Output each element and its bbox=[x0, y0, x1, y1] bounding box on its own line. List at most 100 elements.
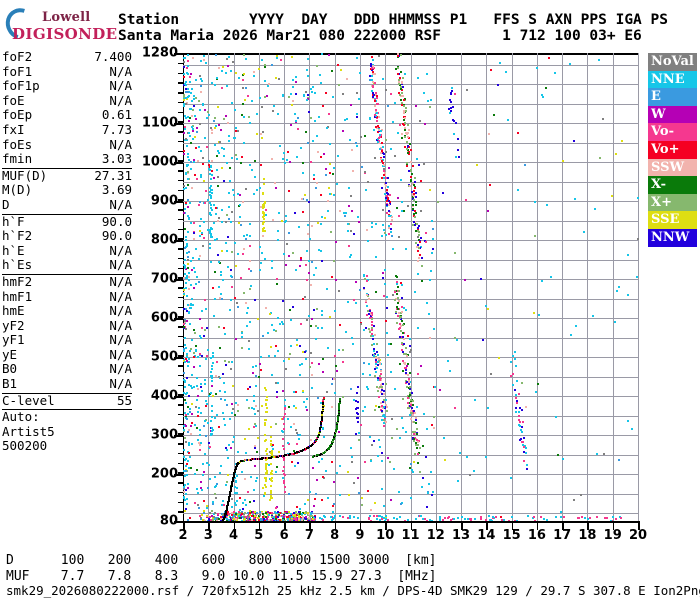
echo-pixel bbox=[203, 237, 205, 240]
legend-item-nnw[interactable]: NNW bbox=[648, 228, 697, 247]
echo-pixel bbox=[324, 167, 327, 170]
echo-pixel bbox=[346, 471, 349, 474]
legend-item-x-[interactable]: X- bbox=[648, 176, 697, 194]
legend-item-vo-[interactable]: Vo- bbox=[648, 123, 697, 141]
echo-pixel bbox=[209, 231, 211, 234]
y-tick-major bbox=[174, 53, 183, 55]
echo-pixel bbox=[256, 317, 259, 320]
parameter-key: C-level bbox=[2, 392, 55, 408]
echo-pixel bbox=[453, 337, 456, 340]
echo-pixel bbox=[411, 468, 414, 471]
echo-pixel bbox=[415, 242, 418, 245]
echo-pixel bbox=[303, 295, 306, 298]
echo-pixel bbox=[404, 382, 407, 385]
echo-pixel bbox=[368, 317, 371, 319]
echo-pixel bbox=[282, 472, 285, 475]
echo-pixel bbox=[457, 155, 460, 158]
echo-pixel bbox=[403, 118, 405, 121]
echo-pixel bbox=[203, 511, 206, 514]
echo-pixel bbox=[235, 519, 238, 522]
legend-item-sse[interactable]: SSE bbox=[648, 211, 697, 229]
echo-pixel bbox=[366, 280, 369, 283]
echo-pixel bbox=[255, 384, 258, 387]
parameter-row: hmE N/A bbox=[2, 303, 132, 319]
echo-pixel bbox=[399, 330, 402, 332]
echo-pixel bbox=[264, 389, 267, 391]
echo-pixel bbox=[313, 518, 316, 520]
echo-pixel bbox=[211, 129, 214, 132]
legend-item-w[interactable]: W bbox=[648, 105, 697, 124]
echo-pixel bbox=[332, 503, 335, 506]
echo-pixel bbox=[491, 516, 494, 519]
echo-pixel bbox=[234, 479, 237, 482]
echo-pixel bbox=[454, 93, 457, 96]
echo-pixel bbox=[455, 122, 458, 124]
echo-pixel bbox=[570, 334, 573, 336]
legend-item-nne[interactable]: NNE bbox=[648, 70, 697, 89]
echo-pixel bbox=[328, 193, 331, 196]
echo-pixel bbox=[322, 400, 325, 403]
echo-pixel bbox=[381, 141, 384, 144]
echo-pixel bbox=[282, 447, 285, 450]
echo-pixel bbox=[264, 96, 267, 98]
echo-pixel bbox=[276, 390, 279, 393]
echo-pixel bbox=[332, 194, 335, 197]
parameter-key: yF1 bbox=[2, 332, 25, 348]
gridline-horizontal bbox=[183, 181, 638, 183]
echo-pixel bbox=[406, 335, 409, 338]
echo-pixel bbox=[533, 519, 536, 522]
y-tick-major bbox=[174, 240, 183, 242]
y-tick-minor bbox=[178, 511, 183, 513]
echo-pixel bbox=[381, 488, 384, 491]
echo-pixel bbox=[262, 213, 265, 216]
parameter-row: foEs N/A bbox=[2, 137, 132, 153]
ionogram-plot[interactable] bbox=[183, 53, 639, 523]
echo-pixel bbox=[274, 344, 277, 347]
legend-item-noval[interactable]: NoVal bbox=[648, 53, 697, 71]
x-tick-label: 16 bbox=[527, 528, 546, 543]
echo-pixel bbox=[354, 301, 357, 304]
legend-item-x-[interactable]: X+ bbox=[648, 193, 697, 212]
echo-pixel bbox=[199, 200, 202, 203]
echo-pixel bbox=[317, 151, 320, 154]
echo-pixel bbox=[264, 492, 267, 495]
y-tick-label: 1280 bbox=[141, 45, 178, 61]
echo-pixel bbox=[449, 93, 452, 96]
footer-info: D 100 200 400 600 800 1000 1500 3000 [km… bbox=[6, 553, 700, 599]
echo-pixel bbox=[282, 151, 285, 154]
echo-pixel bbox=[237, 511, 240, 514]
echo-pixel bbox=[236, 513, 239, 516]
echo-pixel bbox=[425, 519, 428, 522]
echo-pixel bbox=[190, 307, 193, 310]
echo-pixel bbox=[389, 194, 392, 197]
echo-pixel bbox=[188, 91, 191, 93]
parameter-value: 55 bbox=[116, 392, 132, 408]
echo-pixel bbox=[409, 161, 412, 164]
echo-pixel bbox=[360, 503, 363, 506]
echo-pixel bbox=[418, 452, 421, 455]
echo-pixel bbox=[286, 515, 289, 518]
legend-item-ssw[interactable]: SSW bbox=[648, 158, 697, 177]
echo-pixel bbox=[414, 211, 417, 214]
legend-item-e[interactable]: E bbox=[648, 88, 697, 106]
echo-pixel bbox=[278, 77, 281, 80]
echo-pixel bbox=[184, 282, 187, 285]
echo-pixel bbox=[264, 307, 267, 310]
echo-pixel bbox=[534, 390, 537, 393]
echo-pixel bbox=[334, 309, 337, 312]
echo-pixel bbox=[385, 405, 388, 408]
parameter-value: N/A bbox=[109, 273, 132, 289]
echo-pixel bbox=[183, 470, 186, 473]
echo-pixel bbox=[197, 145, 200, 148]
echo-pixel bbox=[383, 516, 386, 519]
echo-pixel bbox=[320, 82, 323, 84]
legend-item-vo-[interactable]: Vo+ bbox=[648, 140, 697, 159]
echo-pixel bbox=[418, 257, 421, 260]
echo-pixel bbox=[247, 339, 250, 342]
echo-pixel bbox=[274, 515, 277, 518]
echo-pixel bbox=[379, 129, 382, 132]
echo-pixel bbox=[207, 110, 210, 113]
echo-pixel bbox=[453, 518, 456, 521]
echo-pixel bbox=[510, 374, 513, 377]
echo-pixel bbox=[380, 159, 383, 162]
